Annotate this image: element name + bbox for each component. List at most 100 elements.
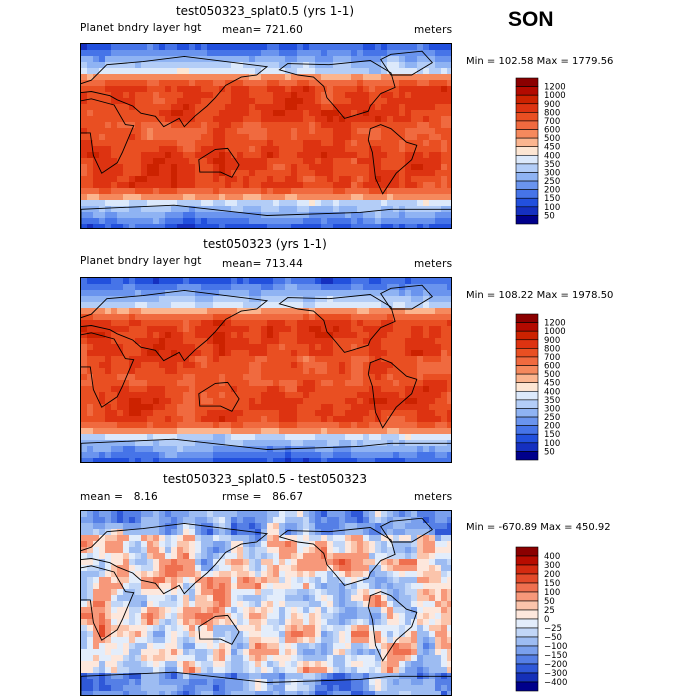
panel2-coastline-greenland bbox=[380, 284, 434, 310]
panel1-colorbar-label: 500 bbox=[544, 134, 560, 144]
panel3-map-svg bbox=[81, 511, 451, 695]
panel2-colorbar-label: 1000 bbox=[544, 327, 566, 337]
panel2-field bbox=[81, 278, 451, 462]
panel3-rmse: rmse = 86.67 bbox=[222, 491, 304, 503]
panel1-colorbar-box bbox=[515, 206, 539, 216]
panel3-minmax: Min = -670.89 Max = 450.92 bbox=[466, 522, 611, 533]
panel1-colorbar-label: 350 bbox=[544, 160, 560, 170]
panel3-title: test050323_splat0.5 - test050323 bbox=[162, 472, 367, 486]
panel3-colorbar-box bbox=[515, 645, 539, 656]
panel1-colorbar-box bbox=[515, 77, 539, 87]
panel1-colorbar-box bbox=[515, 112, 539, 122]
panel3-coastlines bbox=[81, 517, 451, 695]
panel1-colorbar-label: 450 bbox=[544, 143, 560, 153]
panel2-map bbox=[80, 277, 452, 463]
panel3-colorbar-label: 150 bbox=[544, 579, 560, 589]
panel1-coastline-africa bbox=[81, 98, 135, 174]
panel3-colorbar-box bbox=[515, 564, 539, 575]
panel2-colorbar-box bbox=[515, 390, 539, 401]
panel1-colorbar-label: 100 bbox=[544, 203, 560, 213]
panel3-colorbar-label: 200 bbox=[544, 570, 560, 580]
panel3-colorbar-box bbox=[515, 672, 539, 683]
panel1-coastline-antarctica bbox=[81, 204, 451, 228]
panel2-colorbar-label: 500 bbox=[544, 370, 560, 380]
panel1-colorbar-box bbox=[515, 129, 539, 139]
panel1-colorbar-box bbox=[515, 86, 539, 96]
panel3-colorbar-box bbox=[515, 654, 539, 665]
panel3-coastline-africa bbox=[81, 565, 135, 641]
panel1-colorbar-box bbox=[515, 146, 539, 156]
panel3-units: meters bbox=[414, 491, 453, 503]
panel1-colorbar-label: 800 bbox=[544, 108, 560, 118]
panel1-colorbar-label: 50 bbox=[544, 211, 555, 221]
panel3-map bbox=[80, 510, 452, 696]
panel1-colorbar-label: 250 bbox=[544, 177, 560, 187]
panel1-map bbox=[80, 43, 452, 229]
panel2-colorbar-box bbox=[515, 365, 539, 375]
panel2-colorbar-label: 1200 bbox=[544, 319, 566, 329]
panel1-colorbar-box bbox=[515, 197, 539, 208]
panel2-colorbar-label: 400 bbox=[544, 387, 560, 397]
panel2-colorbar-label: 450 bbox=[544, 379, 560, 389]
panel3-coastline-antarctica bbox=[81, 671, 451, 695]
panel2-colorbar-box bbox=[515, 451, 539, 461]
panel3-colorbar-label: 50 bbox=[544, 597, 555, 607]
panel3-colorbar-box bbox=[515, 600, 539, 611]
panel2-coastlines bbox=[81, 284, 451, 462]
panel2-coastline-south-america bbox=[367, 358, 418, 429]
panel2-colorbar-label: 150 bbox=[544, 430, 560, 440]
panel3-colorbar-label: −50 bbox=[544, 633, 562, 643]
panel3-colorbar-box bbox=[515, 555, 539, 566]
panel3-colorbar-label: −100 bbox=[544, 642, 567, 652]
panel2-colorbar-box bbox=[515, 339, 539, 349]
panel2-colorbar: 1200100090080070060050045040035030025020… bbox=[515, 313, 566, 461]
panel2-colorbar-box bbox=[515, 399, 539, 409]
panel1-mean: mean= 721.60 bbox=[222, 24, 304, 36]
panel1-colorbar-label: 700 bbox=[544, 117, 560, 127]
panel1-coastline-greenland bbox=[380, 50, 434, 76]
panel2-colorbar-box bbox=[515, 425, 539, 435]
panel1-coastline-north-america bbox=[278, 60, 396, 119]
panel1-colorbar-label: 1000 bbox=[544, 91, 566, 101]
panel1-coastlines bbox=[81, 50, 451, 228]
panel2-colorbar-label: 50 bbox=[544, 447, 555, 457]
panel1-colorbar-box bbox=[515, 215, 539, 225]
panel2-colorbar-label: 350 bbox=[544, 396, 560, 406]
panel1-colorbar-box bbox=[515, 120, 539, 130]
panel3-colorbar-label: 0 bbox=[544, 615, 549, 625]
panel2-colorbar-box bbox=[515, 313, 539, 323]
panel2-mean: mean= 713.44 bbox=[222, 258, 304, 270]
panel1-coastline-eurasia bbox=[81, 55, 269, 128]
panel3-colorbar-label: 100 bbox=[544, 588, 560, 598]
panel1-title: test050323_splat0.5 (yrs 1-1) bbox=[175, 4, 355, 18]
panel1-colorbar-box bbox=[515, 189, 539, 199]
panel1-colorbar-box bbox=[515, 103, 539, 113]
panel2-colorbar-box bbox=[515, 373, 539, 384]
panel1-colorbar-box bbox=[515, 180, 539, 190]
panel3-mean: mean = 8.16 bbox=[80, 491, 158, 503]
panel3-colorbar-box bbox=[515, 573, 539, 584]
panel1-colorbar-label: 1200 bbox=[544, 83, 566, 93]
panel3-coastline-north-america bbox=[278, 527, 396, 586]
panel2-colorbar-box bbox=[515, 433, 539, 444]
panel3-colorbar-box bbox=[515, 582, 539, 593]
panel2-colorbar-label: 900 bbox=[544, 336, 560, 346]
panel1-colorbar-label: 300 bbox=[544, 168, 560, 178]
panel1-variable: Planet bndry layer hgt bbox=[80, 22, 202, 34]
panel2-colorbar-box bbox=[515, 330, 539, 341]
panel1-colorbar: 1200100090080070060050045040035030025020… bbox=[515, 77, 566, 225]
panel1-field bbox=[81, 44, 451, 228]
season-label: SON bbox=[508, 8, 554, 31]
panel3-coastline-australia bbox=[198, 614, 240, 645]
panel1-units: meters bbox=[414, 24, 453, 36]
panel2-colorbar-box bbox=[515, 322, 539, 332]
panel1-colorbar-box bbox=[515, 163, 539, 173]
panel3-colorbar-label: −200 bbox=[544, 660, 567, 670]
panel3-colorbar-box bbox=[515, 609, 539, 620]
panel2-variable: Planet bndry layer hgt bbox=[80, 255, 202, 267]
panel1-colorbar-label: 600 bbox=[544, 126, 560, 136]
panel2-colorbar-label: 200 bbox=[544, 422, 560, 432]
panel3-colorbar-label: −25 bbox=[544, 624, 562, 634]
panel2-colorbar-label: 700 bbox=[544, 353, 560, 363]
panel2-title: test050323 (yrs 1-1) bbox=[203, 237, 327, 251]
